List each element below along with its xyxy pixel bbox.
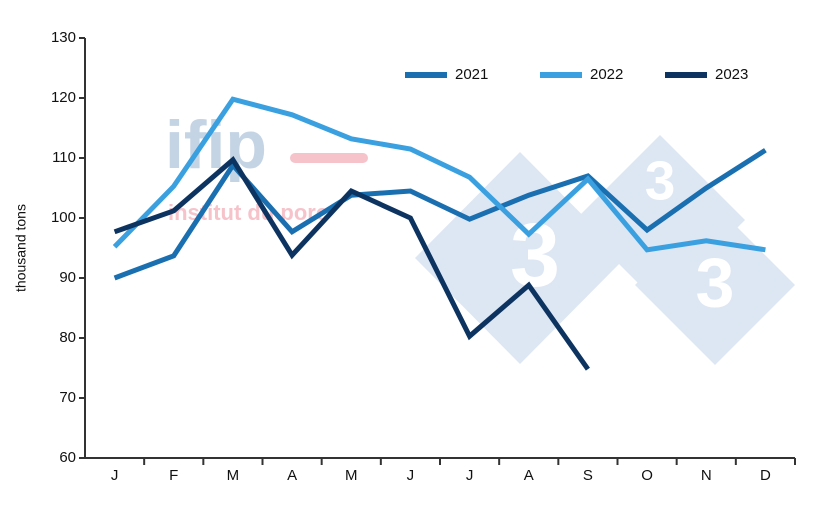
x-tick-label: S <box>583 467 593 484</box>
x-tick-label: D <box>760 467 771 484</box>
data-line <box>113 155 590 371</box>
data-line <box>112 96 766 253</box>
y-tick-label: 90 <box>59 269 76 286</box>
x-tick-label: M <box>227 467 240 484</box>
y-tick-label: 110 <box>52 149 76 166</box>
y-tick-label: 60 <box>59 449 76 466</box>
data-line <box>113 148 767 281</box>
x-tick-label: M <box>345 467 358 484</box>
legend-label: 2021 <box>455 66 488 83</box>
x-tick-label: O <box>641 467 653 484</box>
y-tick-label: 70 <box>59 389 76 406</box>
logo-digit: 3 <box>645 150 676 212</box>
x-tick-label: N <box>701 467 712 484</box>
logo-diamond <box>415 152 625 364</box>
y-tick-label: 80 <box>59 329 76 346</box>
x-tick-label: J <box>407 467 415 484</box>
watermark-bar <box>290 153 368 163</box>
x-tick-label: F <box>169 467 178 484</box>
y-tick-label: 120 <box>51 89 76 106</box>
watermark-text: institut du porc <box>168 200 328 225</box>
x-tick-label: A <box>524 467 534 484</box>
x-tick-label: J <box>466 467 474 484</box>
x-tick-label: A <box>287 467 297 484</box>
x-tick-label: J <box>111 467 119 484</box>
legend-label: 2022 <box>590 66 623 83</box>
y-axis-label: thousand tons <box>13 204 29 292</box>
y-tick-label: 100 <box>51 209 76 226</box>
logo-digit: 3 <box>696 243 735 321</box>
y-tick-label: 130 <box>51 29 76 46</box>
watermark-logo <box>415 135 795 365</box>
legend-label: 2023 <box>715 66 748 83</box>
